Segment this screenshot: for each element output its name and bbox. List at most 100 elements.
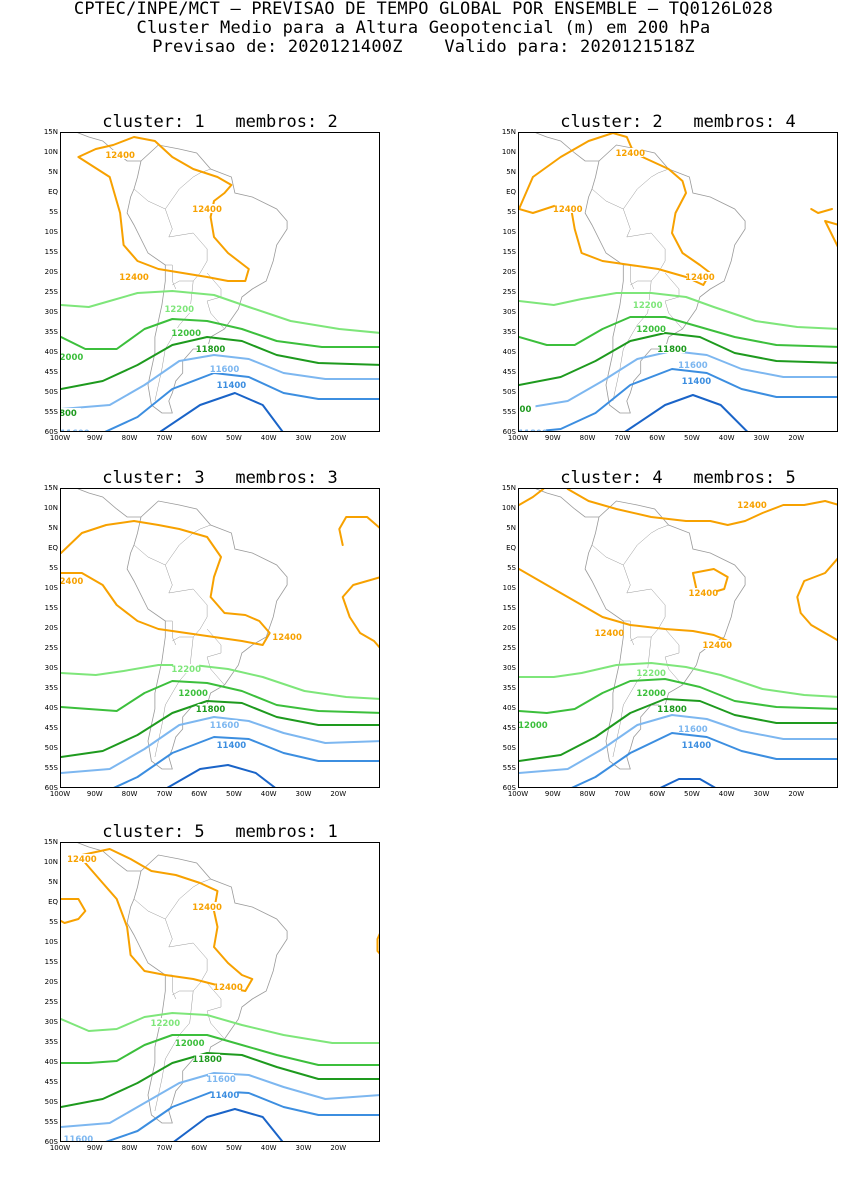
- lon-tick-label: 80W: [121, 790, 138, 798]
- lat-tick-label: 40S: [44, 1058, 58, 1066]
- contour-label: 11400: [682, 377, 712, 387]
- contour-label-background: [152, 1018, 179, 1027]
- lat-tick-label: 25S: [44, 998, 58, 1006]
- lon-tick-label: 30W: [753, 790, 770, 798]
- contour-line-11600: [61, 716, 379, 774]
- contour-label: 12400: [689, 589, 719, 599]
- lat-tick-label: 35S: [44, 328, 58, 336]
- contour-label: 12400: [595, 629, 625, 639]
- lat-tick-label: EQ: [506, 544, 516, 552]
- contour-label-background: [519, 404, 536, 413]
- lat-tick-label: 40S: [502, 704, 516, 712]
- lat-tick-label: 45S: [502, 724, 516, 732]
- contour-line-11800: [61, 700, 379, 758]
- country-border: [133, 898, 173, 948]
- header-line-1: CPTEC/INPE/MCT — PREVISAO DE TEMPO GLOBA…: [73, 0, 774, 19]
- lat-tick-label: 5S: [49, 208, 58, 216]
- contour-label-background: [218, 740, 245, 749]
- lat-tick-label: 55S: [44, 764, 58, 772]
- contour-line-12200: [61, 664, 379, 700]
- central-america-coastline: [77, 489, 141, 518]
- contour-map: 12400 12400 12400 12200 12000 11800 11600 11400…: [61, 843, 379, 1141]
- country-border: [165, 168, 211, 210]
- contour-label: 11600: [678, 725, 708, 735]
- lat-tick-label: 25S: [502, 644, 516, 652]
- lat-tick-label: 5N: [506, 524, 516, 532]
- contour-line-12400: [77, 136, 250, 282]
- contour-line-12000: [519, 678, 837, 714]
- lat-tick-label: 25S: [44, 644, 58, 652]
- contour-label-background: [659, 344, 686, 353]
- contour-label: 2400: [61, 577, 83, 587]
- country-border: [623, 620, 635, 646]
- lon-tick-label: 20W: [330, 434, 347, 442]
- contour-label-background: [197, 344, 224, 353]
- contour-label-background: [61, 408, 81, 417]
- panel-title: cluster: 2 membros: 4: [560, 112, 796, 132]
- country-border: [168, 232, 208, 286]
- lat-tick-label: 10S: [44, 228, 58, 236]
- contour-map: 12400 12400 12400 12200 12000 2000 11800 11600 1…: [61, 133, 379, 431]
- contour-label-background: [554, 204, 581, 213]
- lat-tick-label: 20S: [44, 268, 58, 276]
- contour-label-background: [683, 740, 710, 749]
- panel-title: cluster: 5 membros: 1: [102, 822, 338, 842]
- country-border: [664, 272, 683, 330]
- contour-line-11400: [113, 736, 379, 787]
- lon-tick-label: 70W: [156, 1144, 173, 1152]
- country-border: [168, 942, 208, 996]
- contour-label: 12000: [171, 329, 201, 339]
- contour-line-12400: [519, 568, 729, 642]
- lat-tick-label: 10N: [501, 148, 516, 156]
- lon-tick-label: 60W: [649, 790, 666, 798]
- map-panel-cluster-2: cluster: 2 membros: 4 15N 10N 5N EQ 5S 10S 15S 2…: [488, 112, 847, 472]
- lat-tick-label: 30S: [44, 664, 58, 672]
- contour-line-12000: [519, 316, 837, 348]
- lat-tick-label: 10N: [43, 858, 58, 866]
- contour-label: 800: [519, 405, 531, 415]
- lat-tick-label: 10N: [43, 504, 58, 512]
- contour-line-12200: [519, 662, 837, 698]
- lon-tick-label: 20W: [788, 790, 805, 798]
- contour-label: 12000: [636, 325, 666, 335]
- lat-tick-label: 40S: [502, 348, 516, 356]
- contour-line-12400: [341, 576, 379, 649]
- lat-tick-label: 45S: [502, 368, 516, 376]
- lon-tick-label: 90W: [544, 434, 561, 442]
- map-plot-area: 12400 12400 12400 12200 12000 11800 11600 11400…: [60, 842, 380, 1142]
- lat-tick-label: 30S: [44, 308, 58, 316]
- lat-tick-label: 10N: [43, 148, 58, 156]
- contour-line-11800: [519, 332, 837, 386]
- lat-tick-label: 20S: [44, 624, 58, 632]
- lat-tick-label: 55S: [44, 408, 58, 416]
- contour-line-11200: [659, 778, 716, 787]
- contour-label: 12200: [633, 301, 663, 311]
- lon-tick-label: 40W: [260, 434, 277, 442]
- contour-label: 12200: [636, 669, 666, 679]
- lon-tick-label: 50W: [683, 790, 700, 798]
- contour-label: 11400: [217, 741, 247, 751]
- lon-tick-label: 80W: [579, 434, 596, 442]
- country-border: [623, 524, 669, 566]
- lat-tick-label: 5N: [48, 524, 58, 532]
- contour-label: 800: [61, 409, 77, 419]
- contour-label: 11600: [206, 1075, 236, 1085]
- lon-tick-label: 50W: [225, 434, 242, 442]
- lat-tick-label: 60S: [502, 428, 516, 436]
- lat-tick-label: 55S: [502, 408, 516, 416]
- contour-label-background: [638, 688, 665, 697]
- map-plot-area: 2400 12400 12200 12000 11800 11600 11400: [60, 488, 380, 788]
- country-border: [206, 272, 225, 330]
- contour-line-12000: [61, 318, 379, 350]
- lat-tick-label: 55S: [44, 1118, 58, 1126]
- lon-tick-label: 30W: [295, 1144, 312, 1152]
- lon-tick-label: 50W: [225, 790, 242, 798]
- contour-line-12400: [376, 933, 379, 955]
- map-panel-cluster-1: cluster: 1 membros: 2 15N 10N 5N EQ 5S 10S 15S 2…: [30, 112, 410, 472]
- country-border: [165, 264, 177, 290]
- contour-label: 11400: [210, 1091, 240, 1101]
- south-america-coastline: [126, 854, 288, 1124]
- lon-tick-label: 100W: [49, 434, 71, 442]
- lat-tick-label: 55S: [502, 764, 516, 772]
- contour-line-12400: [796, 557, 837, 642]
